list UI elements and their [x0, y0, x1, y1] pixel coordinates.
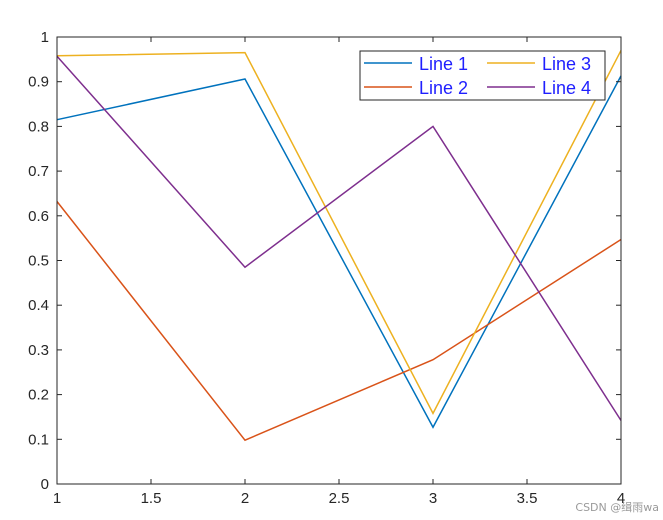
y-tick-label: 0.9	[28, 74, 49, 91]
y-tick-label: 0.5	[28, 253, 49, 270]
legend: Line 1 Line 3 Line 2 Line 4	[359, 50, 606, 101]
legend-label-2: Line 3	[542, 54, 591, 74]
axes-box	[56, 36, 622, 485]
y-tick-label: 0.8	[28, 118, 49, 135]
x-tick-label: 1	[53, 490, 61, 507]
x-tick-label: 3.5	[517, 490, 538, 507]
y-tick-label: 0.7	[28, 163, 49, 180]
x-tick-label: 2	[241, 490, 249, 507]
plot-area	[57, 37, 621, 484]
y-tick-label: 0.2	[28, 387, 49, 404]
x-tick-label: 4	[617, 490, 625, 507]
series-layer	[56, 50, 622, 442]
y-tick-label: 0.6	[28, 208, 49, 225]
legend-label-1: Line 1	[419, 54, 468, 74]
y-tick-label: 1	[41, 29, 49, 46]
legend-label-3: Line 2	[419, 78, 468, 98]
series-line-3	[56, 50, 622, 415]
x-tick-label: 2.5	[329, 490, 350, 507]
x-tick-label: 3	[429, 490, 437, 507]
y-tick-label: 0	[41, 476, 49, 493]
x-tick-label: 1.5	[141, 490, 162, 507]
y-axis: 0 0.1 0.2 0.3 0.4 0.5 0.6 0.7 0.8 0.9 1	[28, 29, 621, 493]
legend-box	[359, 50, 606, 101]
legend-label-4: Line 4	[542, 78, 591, 98]
series-line-1	[56, 75, 622, 429]
watermark: CSDN @缉雨wa	[575, 501, 659, 514]
series-line-4	[56, 55, 622, 421]
series-line-2	[56, 201, 622, 442]
y-tick-label: 0.1	[28, 431, 49, 448]
y-tick-label: 0.4	[28, 297, 49, 314]
y-tick-label: 0.3	[28, 342, 49, 359]
